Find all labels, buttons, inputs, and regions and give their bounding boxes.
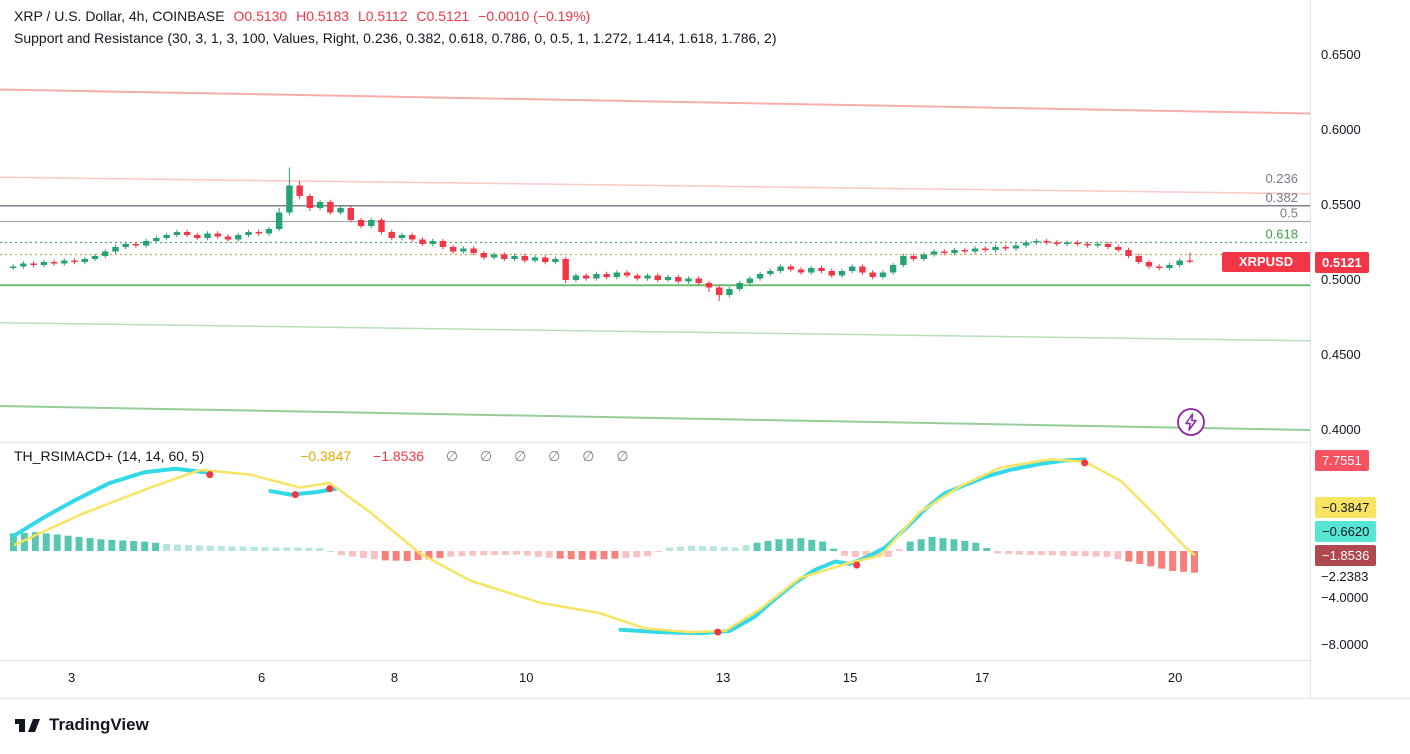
support-resistance-legend[interactable]: Support and Resistance (30, 3, 1, 3, 100… (14, 30, 777, 46)
symbol-title[interactable]: XRP / U.S. Dollar, 4h, COINBASE (14, 8, 225, 24)
levels-layer (0, 88, 1310, 431)
price-axis[interactable]: 0.6500 0.6000 0.5500 0.5000 0.4500 0.4000 0.5… (1310, 0, 1410, 698)
oscillator-chart[interactable] (0, 443, 1310, 660)
svg-text:0.5: 0.5 (1280, 206, 1298, 221)
oscillator-legend[interactable]: TH_RSIMACD+ (14, 14, 60, 5) −0.3847 −1.8… (14, 448, 638, 465)
price-tick-label: 0.4000 (1321, 422, 1361, 437)
signal-dots (206, 459, 1089, 636)
badge-symbol-text: XRPUSD (1238, 253, 1294, 269)
svg-text:0.618: 0.618 (1265, 227, 1298, 242)
time-axis-label: 3 (67, 670, 76, 685)
oscillator-title[interactable]: TH_RSIMACD+ (14, 14, 60, 5) (14, 448, 205, 464)
oscillator-value-badge: −0.6620 (1315, 521, 1377, 543)
time-axis-label: 20 (1167, 670, 1183, 685)
ohlc-open: O0.5130 (233, 8, 288, 24)
oscillator-pane[interactable]: TH_RSIMACD+ (14, 14, 60, 5) −0.3847 −1.8… (0, 443, 1310, 661)
price-tick-label: 0.6500 (1321, 47, 1361, 62)
svg-text:0.236: 0.236 (1265, 171, 1298, 186)
oscillator-value-yellow: −0.3847 (300, 448, 352, 464)
time-axis-label: 8 (390, 670, 399, 685)
change-value: −0.0010 (−0.19%) (478, 8, 591, 24)
price-tick-label: 0.5000 (1321, 272, 1361, 287)
oscillator-tick-label: −4.0000 (1321, 590, 1369, 605)
ohlc-close: C0.5121 (416, 8, 470, 24)
time-axis-label: 13 (715, 670, 731, 685)
svg-text:0.382: 0.382 (1265, 190, 1298, 205)
boost-button[interactable] (1176, 407, 1206, 437)
oscillator-value-badge: −1.8536 (1315, 545, 1377, 567)
oscillator-value-badge: 7.7551 (1315, 449, 1369, 471)
oscillator-value-red: −1.8536 (373, 448, 425, 464)
time-axis-label: 10 (519, 670, 534, 685)
price-tick-label: 0.6000 (1321, 122, 1361, 137)
oscillator-value-badge: −0.3847 (1315, 497, 1377, 519)
oscillator-null-values: ∅ ∅ ∅ ∅ ∅ ∅ (445, 448, 638, 464)
price-tick-label: 0.4500 (1321, 347, 1361, 362)
price-line-symbol-badge: XRPUSD (1222, 251, 1310, 272)
time-axis-label: 15 (842, 670, 858, 685)
symbol-legend[interactable]: XRP / U.S. Dollar, 4h, COINBASE O0.5130 … (14, 8, 595, 24)
oscillator-tick-label: −8.0000 (1321, 637, 1369, 652)
current-price-badge: 0.5121 (1315, 251, 1369, 273)
ohlc-high: H0.5183 (296, 8, 350, 24)
tradingview-mark-icon (15, 719, 40, 732)
current-price-text: 0.5121 (1322, 254, 1362, 270)
time-axis-label: 6 (257, 670, 266, 685)
lightning-icon (1177, 408, 1205, 436)
brand-name: TradingView (49, 715, 149, 734)
time-axis-label: 17 (974, 670, 990, 685)
ohlc-low: L0.5112 (357, 8, 408, 24)
time-axis[interactable]: 3 6 8 10 13 15 17 20 (0, 661, 1310, 698)
yellow-line (13, 458, 1196, 634)
price-tick-label: 0.5500 (1321, 197, 1361, 212)
oscillator-tick-label: −2.2383 (1321, 569, 1369, 585)
divider (0, 698, 1410, 699)
histogram-layer (9, 532, 1198, 573)
candles-layer (9, 167, 1194, 301)
price-pane[interactable]: 0.236 0.382 0.5 0.618 XRP / U.S. Dollar, 4h… (0, 0, 1310, 443)
tradingview-logo[interactable]: TradingView (14, 710, 149, 740)
